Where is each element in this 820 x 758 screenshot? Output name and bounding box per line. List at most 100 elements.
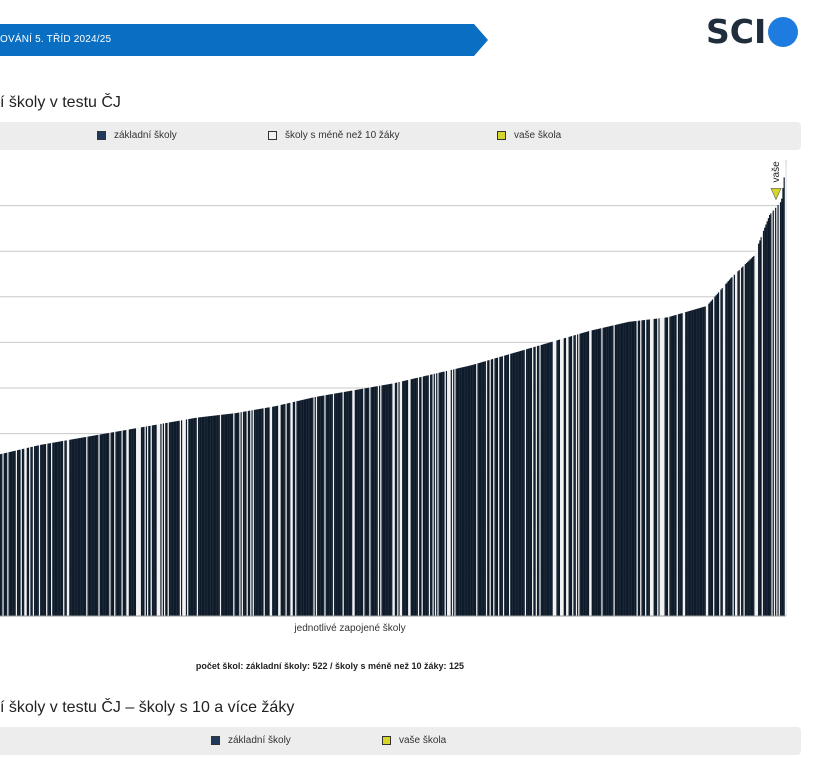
chart-bar — [676, 314, 679, 616]
chart-bar — [773, 209, 776, 616]
chart-bar — [387, 384, 389, 616]
chart-bar — [406, 380, 409, 616]
chart-bar — [662, 317, 664, 616]
legend-item-vase-skola: vaše škola — [497, 130, 561, 141]
chart-bar — [116, 431, 118, 616]
chart-bar — [191, 418, 194, 616]
chart-bar — [477, 363, 479, 616]
chart-bar — [736, 272, 738, 616]
chart-bar — [411, 378, 414, 616]
chart-bar — [114, 431, 116, 616]
chart-bar — [133, 428, 135, 616]
chart-bar — [102, 434, 104, 616]
chart-bar — [348, 391, 351, 616]
chart-bar — [148, 426, 150, 616]
chart-bar — [224, 414, 227, 616]
chart-bar — [360, 388, 363, 616]
chart-bar — [405, 380, 408, 616]
chart-bar — [205, 416, 207, 616]
chart-bar — [485, 360, 488, 616]
chart-bar — [83, 437, 86, 616]
chart-bar — [745, 263, 748, 616]
chart-bar — [494, 358, 496, 616]
chart-bar — [162, 423, 165, 616]
chart-bar — [256, 409, 258, 616]
chart-bar — [657, 318, 659, 616]
chart-bar — [677, 314, 680, 616]
chart-bar — [415, 378, 417, 616]
chart-bar — [755, 249, 757, 616]
chart-bar — [230, 413, 233, 616]
chart-bar — [222, 414, 224, 616]
chart-bar — [92, 435, 94, 616]
chart-bar — [129, 429, 132, 616]
chart-bar — [112, 432, 115, 616]
chart-bar — [455, 368, 457, 616]
chart-bar — [286, 403, 289, 616]
chart-bar — [380, 385, 382, 616]
chart-bar — [251, 410, 253, 616]
chart-bar — [332, 393, 335, 616]
chart-bar — [445, 371, 448, 616]
chart-bar — [110, 432, 112, 616]
chart-bar — [295, 401, 297, 616]
chart-bar — [211, 415, 213, 616]
chart-bar — [512, 353, 515, 616]
chart-bar — [515, 352, 517, 616]
chart-bar — [201, 417, 204, 616]
chart-bar — [346, 391, 348, 616]
chart-bar — [81, 437, 83, 616]
chart-bar — [577, 334, 579, 616]
chart-bar — [664, 317, 666, 616]
header-banner-text: OVÁNÍ 5. TŘÍD 2024/25 — [0, 34, 112, 45]
chart-bar — [267, 407, 269, 616]
school-counts: počet škol: základní školy: 522 / školy … — [195, 661, 465, 671]
chart-bar — [471, 365, 473, 616]
chart-bar — [302, 399, 304, 616]
chart-bar — [320, 395, 323, 616]
chart-bar — [235, 413, 238, 616]
chart-bar — [398, 382, 400, 616]
chart-bar — [748, 260, 750, 616]
chart-bar — [134, 428, 137, 616]
chart-bar — [596, 329, 598, 616]
chart-bar — [247, 410, 250, 616]
chart-bar — [475, 364, 477, 616]
chart-bar — [586, 331, 589, 616]
chart-bar — [754, 253, 756, 616]
chart-bar — [103, 433, 105, 616]
chart-bar — [617, 324, 619, 616]
chart-bar — [691, 310, 693, 616]
chart-bar — [516, 352, 518, 616]
chart-bar — [368, 387, 370, 616]
chart-bar — [49, 443, 52, 616]
chart-bar — [550, 342, 552, 616]
chart-bar — [306, 398, 308, 616]
chart-bar — [630, 321, 632, 616]
chart-bar — [536, 346, 539, 616]
chart-bar — [666, 317, 669, 616]
chart-bar — [139, 427, 142, 616]
chart-bar — [420, 376, 422, 616]
chart-bar — [423, 376, 426, 616]
chart-bar — [473, 364, 476, 616]
chart-bar — [87, 436, 89, 616]
chart-bar — [619, 323, 621, 616]
chart-bar — [105, 433, 108, 616]
chart-bar — [416, 377, 419, 616]
chart-bar — [743, 265, 745, 616]
chart-bar — [63, 440, 65, 616]
chart-bar — [737, 271, 739, 616]
chart-bar — [161, 423, 163, 616]
chart-bar — [552, 341, 555, 616]
chart-bar — [432, 374, 434, 616]
chart-bar — [122, 430, 125, 616]
chart-bar — [157, 424, 160, 616]
chart-bar — [52, 442, 54, 616]
legend-item-male-skoly: školy s méně než 10 žáky — [268, 130, 400, 141]
chart-bar — [534, 346, 536, 616]
chart-bar — [117, 431, 120, 616]
chart-bar — [318, 396, 320, 616]
chart-bar — [264, 407, 267, 616]
chart-bar — [642, 320, 645, 616]
